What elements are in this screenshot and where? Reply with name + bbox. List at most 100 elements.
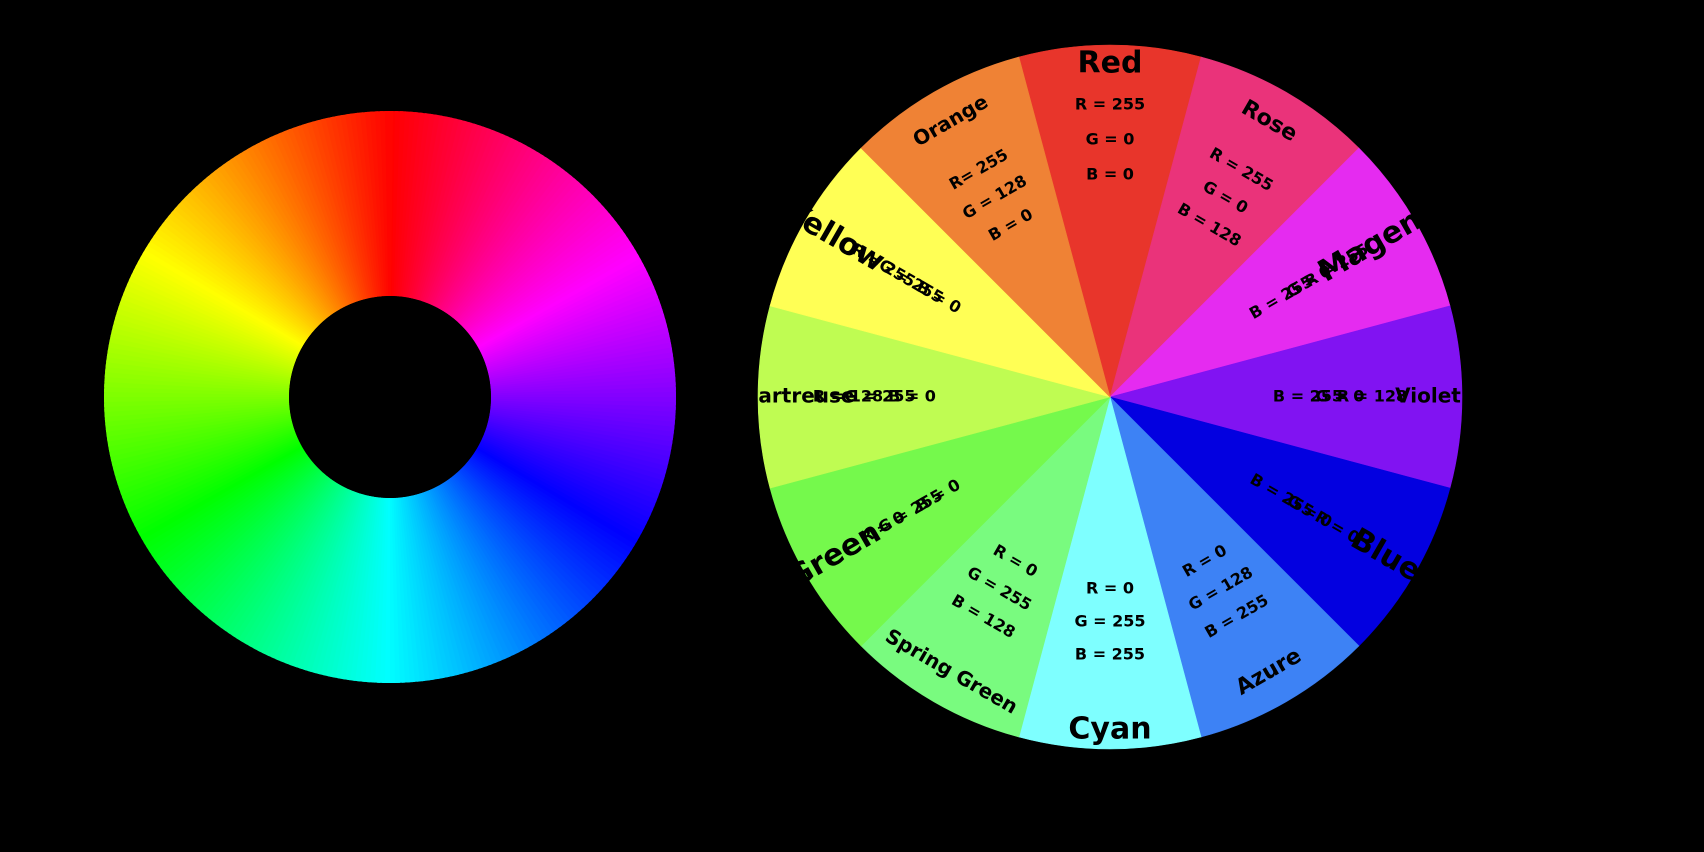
gradient-slice [234,152,338,313]
gradient-slice [462,198,602,329]
gradient-slice [394,497,410,683]
gradient-slice [136,443,302,536]
gradient-slice [111,420,293,472]
gradient-slice [320,117,369,300]
gradient-slice [485,303,663,367]
gradient-slice [456,181,584,323]
gradient-slice [461,465,600,598]
gradient-slice [439,483,538,647]
gradient-slice [463,201,605,331]
gradient-slice [230,155,336,314]
segment-g-value: G = 255 [844,387,915,406]
segment-spring-green [860,395,1111,738]
segment-name: Violet [1395,384,1461,408]
gradient-slice [487,318,668,372]
gradient-slice [472,232,629,342]
gradient-slice [185,467,320,603]
gradient-slice [180,196,319,329]
gradient-slice [470,456,622,572]
gradient-slice [488,332,671,378]
gradient-slice [123,433,298,509]
gradient-slice [490,357,675,386]
gradient-slice [444,480,550,639]
gradient-slice [486,308,665,369]
gradient-slice [490,367,676,390]
segment-chartreuse [757,305,1112,489]
gradient-slice [175,463,317,593]
gradient-slice [105,408,290,437]
gradient-slice [207,474,328,623]
gradient-slice [172,462,315,589]
gradient-slice [449,165,565,317]
gradient-slice [355,112,381,297]
gradient-slice [490,382,676,395]
gradient-slice [110,418,293,467]
gradient-slice [118,428,296,495]
gradient-slice [143,448,305,549]
gradient-slice [480,271,651,356]
gradient-slice [426,489,502,664]
gradient-slice [273,132,352,305]
gradient-slice [481,276,653,357]
gradient-slice [423,491,493,667]
gradient-slice [487,327,670,376]
gradient-slice [255,140,346,308]
gradient-slice [106,410,291,442]
gradient-slice [145,449,306,553]
gradient-slice [464,463,606,591]
gradient-slice [168,461,314,585]
gradient-slice [215,477,331,629]
gradient-slice [104,399,290,412]
gradient-slice [117,427,295,491]
gradient-slice [451,475,570,625]
gradient-slice [463,464,603,595]
gradient-slice [189,468,322,607]
gradient-slice [454,177,580,322]
gradient-slice [127,437,299,518]
gradient-slice [138,445,303,540]
segment-r-value: R = 128 [1337,387,1407,406]
segment-g-value: G = 255 [1074,612,1145,631]
gradient-slice [445,479,555,636]
segment-rose [1109,56,1360,399]
gradient-slice [202,175,326,321]
gradient-slice [115,425,294,486]
gradient-slice [411,494,460,677]
gradient-slice [460,191,595,327]
gradient-slice [395,497,415,683]
gradient-slice [182,466,319,600]
gradient-slice [447,162,561,316]
gradient-slice [174,203,316,331]
gradient-slice [375,111,388,297]
gradient-slice [415,494,469,675]
gradient-slice [161,218,312,337]
gradient-slice [413,494,465,676]
gradient-slice [194,182,324,324]
gradient-slice [315,118,367,300]
gradient-slice [105,406,290,432]
gradient-slice [458,187,591,326]
gradient-slice [459,468,593,605]
gradient-slice [455,472,582,615]
gradient-slice [453,174,577,321]
gradient-slice [468,457,619,576]
gradient-slice [301,122,362,301]
gradient-slice [473,237,632,343]
gradient-slice [470,224,624,339]
gradient-slice [133,441,301,532]
gradient-slice [416,493,474,673]
gradient-slice [487,322,669,374]
gradient-slice [467,459,616,580]
segment-orange [860,56,1111,399]
gradient-slice [264,136,349,307]
gradient-slice [306,121,364,301]
gradient-slice [108,415,292,457]
gradient-slice [206,172,328,320]
gradient-slice [170,207,315,333]
gradient-slice [325,116,371,299]
gradient-slice [488,337,672,379]
gradient-slice [474,241,635,345]
gradient-slice [203,473,327,620]
